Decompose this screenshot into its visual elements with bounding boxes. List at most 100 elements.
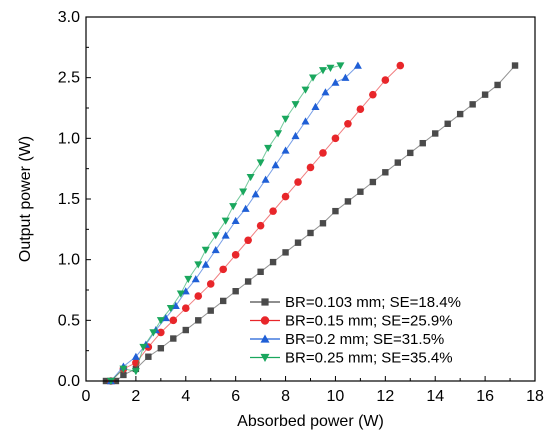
data-point [318, 67, 327, 75]
data-point [131, 368, 140, 376]
data-point [281, 146, 290, 154]
x-tick-label: 8 [281, 388, 290, 405]
legend-item: BR=0.15 mm; SE=25.9% [250, 313, 453, 330]
data-point [256, 159, 265, 167]
data-point [264, 144, 273, 153]
data-point [331, 134, 340, 143]
data-point [381, 76, 390, 84]
legend-item: BR=0.2 mm; SE=31.5% [250, 331, 444, 348]
data-point [396, 61, 405, 70]
data-point [332, 207, 339, 215]
data-point [171, 301, 180, 309]
y-tick-label: 1.0 [58, 130, 80, 147]
data-point [181, 304, 190, 313]
data-point [229, 203, 238, 211]
legend-item: BR=0.103 mm; SE=18.4% [250, 294, 461, 311]
data-point [432, 130, 439, 137]
data-point [251, 190, 260, 198]
data-point [341, 73, 350, 81]
data-point [419, 139, 426, 147]
x-tick-label: 0 [82, 388, 91, 405]
data-point [257, 268, 264, 275]
series-layer [102, 61, 519, 385]
x-tick-label: 16 [476, 388, 494, 405]
data-point [261, 175, 270, 183]
data-point [119, 365, 128, 373]
data-point [120, 371, 127, 379]
data-point [232, 288, 239, 295]
series-2 [107, 61, 405, 385]
y-tick-label: 3.0 [58, 9, 80, 26]
data-point [357, 188, 364, 195]
data-point [308, 74, 317, 82]
data-point [356, 105, 365, 114]
data-point [319, 149, 327, 157]
data-point [336, 62, 345, 70]
y-tick-label: 2.5 [58, 70, 80, 87]
data-point [306, 163, 315, 172]
data-point [271, 161, 280, 169]
data-point [382, 169, 389, 176]
legend-marker [260, 334, 270, 343]
data-point [307, 229, 314, 237]
data-point [182, 326, 189, 334]
data-point [161, 313, 170, 322]
data-point [211, 245, 220, 254]
data-point [344, 119, 352, 128]
data-point [511, 62, 519, 69]
data-point [241, 204, 250, 212]
data-point [181, 287, 190, 295]
legend-label: BR=0.103 mm; SE=18.4% [285, 294, 461, 311]
plot-frame [85, 16, 536, 382]
data-point [291, 101, 300, 109]
data-point [221, 217, 230, 225]
data-point [369, 178, 377, 186]
x-tick-label: 14 [426, 388, 444, 405]
data-point [456, 110, 464, 118]
x-tick-label: 18 [526, 388, 544, 405]
legend-marker [260, 316, 270, 325]
legend-label: BR=0.15 mm; SE=25.9% [285, 313, 453, 330]
series-4 [106, 62, 345, 385]
data-point [321, 88, 330, 96]
data-point [319, 220, 327, 227]
y-tick-label: 0.0 [58, 373, 80, 390]
data-point [221, 231, 230, 239]
data-point [219, 297, 227, 305]
legend: BR=0.103 mm; SE=18.4% BR=0.15 mm; SE=25.9… [250, 294, 461, 367]
data-point [481, 91, 489, 98]
data-point [219, 265, 227, 274]
data-point [256, 221, 265, 230]
data-point [301, 86, 310, 94]
x-tick-label: 6 [231, 388, 240, 405]
data-point [231, 216, 240, 225]
data-point [294, 239, 302, 246]
data-point [353, 61, 362, 69]
data-point [157, 345, 165, 352]
legend-marker [261, 298, 269, 306]
data-point [469, 101, 476, 108]
data-point [211, 232, 220, 240]
data-point [244, 236, 252, 245]
data-point [176, 290, 185, 298]
y-tick-label: 0.5 [58, 312, 80, 329]
data-point [239, 188, 248, 196]
data-point [326, 64, 335, 72]
x-tick-label: 4 [181, 388, 190, 405]
data-point [244, 278, 252, 285]
data-point [291, 131, 300, 140]
data-point [281, 115, 290, 123]
legend-item: BR=0.25 mm; SE=35.4% [250, 350, 453, 367]
data-point [201, 260, 210, 268]
data-point [156, 317, 165, 325]
data-point [246, 173, 255, 182]
data-point [274, 130, 283, 138]
data-point [191, 275, 200, 283]
data-point [301, 117, 310, 125]
data-point [149, 329, 158, 337]
data-point [139, 343, 148, 352]
data-point [344, 198, 352, 205]
data-point [311, 102, 320, 110]
y-axis-ticks: 0.0 0.5 1.0 1.5 1.0 2.5 3.0 [58, 9, 91, 390]
